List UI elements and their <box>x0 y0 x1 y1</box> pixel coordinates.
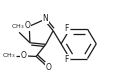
Text: O: O <box>46 63 51 72</box>
Text: N: N <box>42 14 48 23</box>
Text: F: F <box>64 55 68 64</box>
Text: O: O <box>24 21 30 30</box>
Text: CH$_3$: CH$_3$ <box>2 51 15 60</box>
Text: F: F <box>64 24 68 33</box>
Text: CH$_3$: CH$_3$ <box>11 22 24 31</box>
Text: O: O <box>21 51 27 60</box>
